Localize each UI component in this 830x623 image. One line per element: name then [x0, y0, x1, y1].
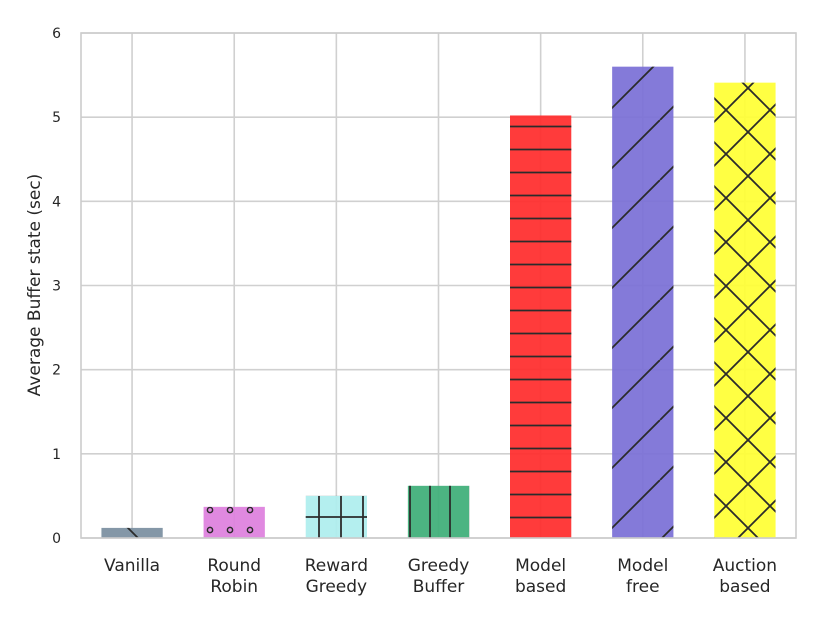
x-tick-label-line: based [515, 577, 566, 597]
x-tick-label-line: Auction [713, 556, 777, 576]
bars [101, 66, 776, 539]
x-tick-label-line: based [719, 577, 770, 597]
bar [305, 495, 367, 538]
x-tick-label: Model free [617, 556, 668, 597]
bar-hatch [510, 115, 572, 538]
x-tick-label-line: Round [207, 556, 261, 576]
x-tick-label: Model based [515, 556, 566, 597]
x-tick-label-line: free [626, 577, 660, 597]
bar-hatch [101, 527, 163, 538]
y-tick-label: 0 [52, 531, 61, 547]
bar [203, 506, 265, 538]
y-tick-label: 2 [52, 363, 61, 379]
bar [714, 82, 776, 539]
y-tick-label: 5 [52, 110, 61, 126]
bar-hatch [407, 485, 470, 538]
x-tick-label-line: Vanilla [104, 556, 160, 576]
x-tick-label: Vanilla [104, 556, 160, 576]
x-tick-label: Round Robin [207, 556, 261, 597]
y-tick-label: 3 [52, 279, 61, 295]
bar-hatch [203, 506, 265, 538]
x-tick-label-line: Robin [210, 577, 258, 597]
x-tick-label-line: Reward [305, 556, 368, 576]
x-tick-label-line: Model [617, 556, 668, 576]
x-tick-label: Auction based [713, 556, 777, 597]
x-tick-label: Greedy Buffer [408, 556, 470, 597]
x-tick-label-line: Greedy [408, 556, 470, 576]
bar [407, 485, 470, 538]
bar-hatch [305, 495, 367, 538]
y-tick-label: 1 [52, 447, 61, 463]
y-tick-label: 6 [52, 26, 61, 42]
bar [510, 115, 572, 538]
bar [612, 66, 674, 539]
x-tick-label-line: Greedy [306, 577, 368, 597]
grid-lines [81, 32, 796, 539]
bar-hatch [612, 66, 674, 539]
bar [101, 527, 163, 538]
y-tick-labels: 0 1 2 3 4 5 6 [52, 26, 61, 547]
bar-hatch [714, 82, 776, 539]
x-tick-label-line: Model [515, 556, 566, 576]
x-tick-label: Reward Greedy [305, 556, 368, 597]
y-tick-label: 4 [52, 194, 61, 210]
plot-frame [80, 32, 797, 539]
x-tick-label-line: Buffer [413, 577, 465, 597]
y-axis-title: Average Buffer state (sec) [25, 174, 45, 397]
